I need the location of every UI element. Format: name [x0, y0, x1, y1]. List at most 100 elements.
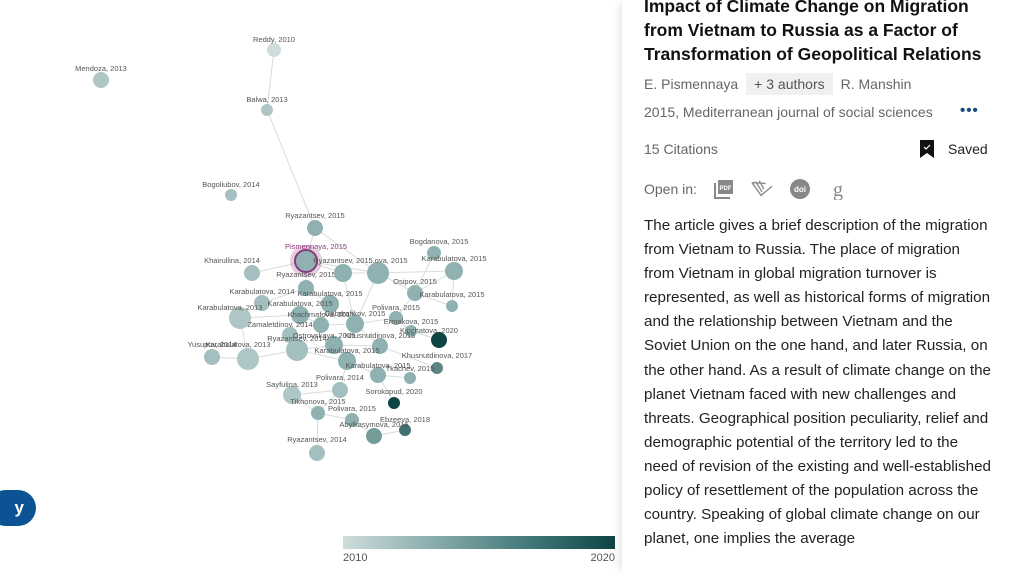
node-label: Pismennaya, 2015 [285, 242, 347, 251]
graph-node[interactable]: Karabulatova, 2015 [419, 290, 485, 312]
node-circle[interactable] [345, 413, 359, 427]
node-circle[interactable] [229, 307, 251, 329]
graph-node[interactable]: Ryazantsev, 2015 [276, 270, 336, 296]
graph-node[interactable]: Ryazantsev, 2015 [313, 256, 373, 282]
floating-action-button[interactable]: y [0, 490, 36, 526]
graph-node[interactable]: Polivara, 2014 [316, 373, 364, 398]
graph-node[interactable]: Karabulatova, 2015 [421, 254, 487, 280]
node-circle[interactable] [282, 327, 298, 343]
graph-node[interactable]: Karabulatova, 2015 [314, 346, 380, 370]
graph-node[interactable]: ...ova, 2015 [367, 256, 408, 284]
graph-node[interactable]: Khachmafova, 2015 [288, 310, 355, 333]
node-circle[interactable] [445, 262, 463, 280]
graph-node[interactable]: Abylkasymova, 2016 [339, 420, 409, 444]
graph-node[interactable]: Khusnutdinova, 2015 [345, 331, 415, 354]
author-first[interactable]: E. Pismennaya [644, 76, 739, 92]
node-label: Karabulatova, 2015 [345, 361, 410, 370]
graph-node[interactable]: Karabulatova, 2013 [205, 340, 271, 370]
node-circle[interactable] [346, 315, 364, 333]
graph-node[interactable]: Tkachev, 2015 [386, 364, 435, 384]
graph-node[interactable]: Ryazantsev, 2014 [287, 435, 347, 461]
graph-node[interactable]: Ostrovskaya, 2015 [293, 331, 356, 354]
node-circle[interactable] [366, 428, 382, 444]
node-circle[interactable] [244, 265, 260, 281]
graph-node[interactable]: Karabulatova, 2013 [197, 303, 263, 329]
graph-node[interactable]: Karabulatova, 2015 [297, 289, 363, 313]
doi-icon[interactable]: doi [789, 178, 811, 200]
graph-node[interactable]: Balwa, 2013 [246, 95, 288, 116]
graph-node[interactable]: Khusnutdinova, 2017 [402, 351, 472, 374]
more-authors-button[interactable]: + 3 authors [746, 73, 833, 95]
node-circle[interactable] [404, 372, 416, 384]
node-circle[interactable] [407, 285, 423, 301]
graph-node[interactable]: Ryazantsev, 2014 [267, 334, 327, 361]
graph-node[interactable]: Pismennaya, 2015 [285, 242, 347, 277]
node-circle[interactable] [388, 397, 400, 409]
graph-node[interactable]: Bogoliubov, 2014 [202, 180, 260, 201]
google-scholar-icon[interactable]: g [827, 178, 849, 200]
graph-node[interactable]: Sayfulina, 2013 [266, 380, 318, 404]
graph-node[interactable]: Gabdrafikov, 2015 [325, 309, 386, 333]
graph-node[interactable]: Polivara, 2015 [328, 404, 376, 427]
graph-node[interactable]: Yusupov, 2014 [187, 340, 237, 365]
graph-edge [314, 227, 379, 274]
legend-gradient-bar [343, 536, 615, 549]
node-circle[interactable] [286, 339, 308, 361]
node-circle[interactable] [367, 262, 389, 284]
node-circle[interactable] [294, 249, 318, 273]
node-circle[interactable] [431, 332, 447, 348]
node-circle[interactable] [237, 348, 259, 370]
node-circle[interactable] [321, 295, 339, 313]
graph-node[interactable]: Kipchatova, 2020 [400, 326, 458, 348]
node-circle[interactable] [261, 104, 273, 116]
graph-node[interactable]: Sorokopud, 2020 [365, 387, 423, 409]
node-circle[interactable] [93, 72, 109, 88]
graph-node[interactable]: Ermakova, 2015 [384, 317, 439, 337]
node-circle[interactable] [313, 317, 329, 333]
graph-node[interactable]: Bogdanova, 2015 [410, 237, 469, 260]
more-horizontal-icon[interactable]: ••• [960, 102, 979, 119]
node-circle[interactable] [332, 382, 348, 398]
node-circle[interactable] [372, 338, 388, 354]
node-circle[interactable] [389, 311, 403, 325]
connected-papers-graph[interactable]: Reddy, 2010 Mendoza, 2013 Balwa, 2013 Bogol… [0, 0, 622, 574]
pdf-icon[interactable]: PDF [713, 178, 735, 200]
node-circle[interactable] [325, 336, 343, 354]
node-circle[interactable] [431, 362, 443, 374]
node-circle[interactable] [405, 325, 417, 337]
graph-node[interactable]: Polivara, 2015 [372, 303, 420, 325]
node-circle[interactable] [334, 264, 352, 282]
graph-node[interactable]: Karabulatova, 2014 [229, 287, 295, 311]
graph-node[interactable]: Khairullina, 2014 [204, 256, 260, 281]
node-circle[interactable] [399, 424, 411, 436]
paper-title[interactable]: Impact of Climate Change on Migration fr… [644, 0, 982, 64]
node-circle[interactable] [370, 367, 386, 383]
graph-node[interactable]: Ryazantsev, 2015 [285, 211, 345, 236]
node-circle[interactable] [311, 406, 325, 420]
node-circle[interactable] [427, 246, 441, 260]
node-circle[interactable] [254, 295, 270, 311]
node-circle[interactable] [291, 306, 309, 324]
graph-node[interactable]: Osipov, 2015 [393, 277, 437, 301]
node-circle[interactable] [283, 386, 301, 404]
node-circle[interactable] [267, 43, 281, 57]
node-circle[interactable] [338, 352, 356, 370]
graph-canvas[interactable]: Reddy, 2010 Mendoza, 2013 Balwa, 2013 Bogol… [0, 0, 622, 574]
graph-node[interactable]: Ebzeeva, 2018 [380, 415, 430, 436]
graph-node[interactable]: Karabulatova, 2015 [345, 361, 411, 383]
node-circle[interactable] [309, 445, 325, 461]
node-circle[interactable] [225, 189, 237, 201]
node-circle[interactable] [204, 349, 220, 365]
node-circle[interactable] [307, 220, 323, 236]
semantic-scholar-icon[interactable] [751, 178, 773, 200]
graph-node[interactable]: Zamaletdinov, 2014 [247, 320, 313, 343]
graph-node[interactable]: Reddy, 2010 [253, 35, 295, 57]
graph-node[interactable]: Tikhonova, 2015 [290, 397, 346, 420]
author-last[interactable]: R. Manshin [840, 76, 912, 92]
node-circle[interactable] [446, 300, 458, 312]
node-circle[interactable] [298, 280, 314, 296]
graph-node[interactable]: Karabulatova, 2015 [267, 299, 333, 324]
saved-button[interactable]: Saved [920, 140, 988, 158]
node-label: Ostrovskaya, 2015 [293, 331, 356, 340]
graph-node[interactable]: Mendoza, 2013 [75, 64, 127, 88]
